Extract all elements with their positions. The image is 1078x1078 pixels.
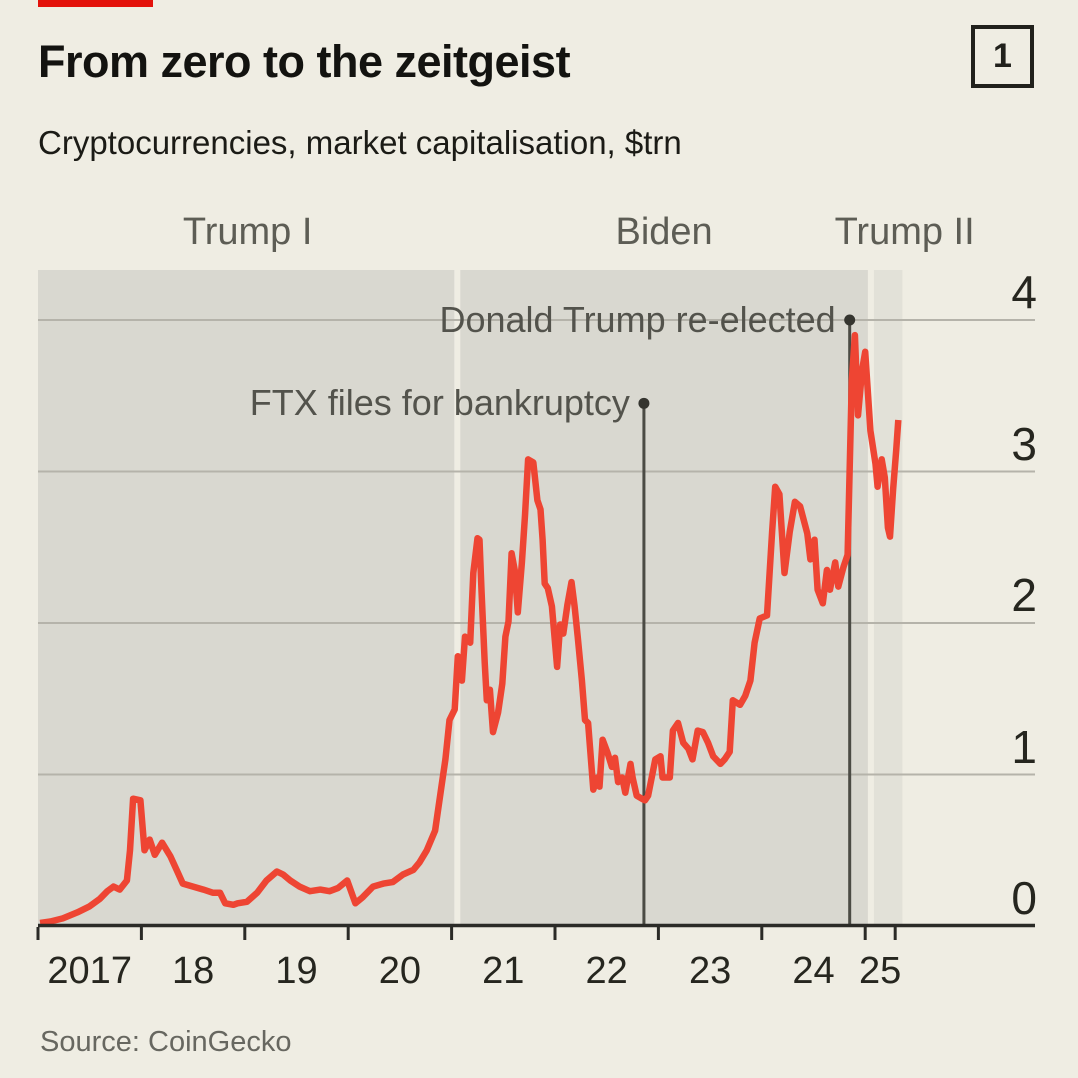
x-tick-label: 25: [859, 950, 902, 992]
y-tick-label: 0: [1011, 872, 1037, 924]
brand-red-tab: [38, 0, 153, 7]
annotation-dot: [638, 397, 650, 409]
y-tick-label: 3: [1011, 417, 1037, 470]
annotation-text: FTX files for bankruptcy: [249, 382, 630, 424]
market-cap-line: [39, 331, 902, 927]
term-band: [460, 270, 868, 926]
figure-index-number: 1: [993, 37, 1012, 75]
figure-index-badge: 1: [971, 25, 1034, 88]
term-band: [38, 270, 455, 926]
x-tick-label: 24: [792, 950, 835, 992]
period-label-biden: Biden: [615, 211, 713, 253]
annotation-text: Donald Trump re-elected: [439, 299, 836, 340]
term-band: [873, 270, 903, 926]
x-tick-label: 23: [688, 950, 732, 992]
y-tick-label: 4: [1011, 266, 1037, 318]
x-tick-label: 21: [482, 950, 525, 992]
chart-subtitle: Cryptocurrencies, market capitalisation,…: [38, 124, 682, 161]
x-tick-label: 22: [585, 950, 628, 992]
x-tick-label: 19: [275, 950, 318, 992]
x-tick-label: 18: [171, 950, 215, 992]
x-tick-label: 2017: [47, 950, 132, 992]
period-label-trump-i: Trump I: [182, 211, 313, 253]
period-label-trump-ii: Trump II: [834, 211, 975, 253]
annotation-dot: [844, 314, 856, 326]
source-note: Source: CoinGecko: [40, 1026, 292, 1058]
page-title: From zero to the zeitgeist: [38, 36, 571, 87]
y-tick-label: 2: [1011, 569, 1037, 621]
x-tick-label: 20: [378, 950, 422, 992]
y-tick-label: 1: [1011, 720, 1037, 773]
